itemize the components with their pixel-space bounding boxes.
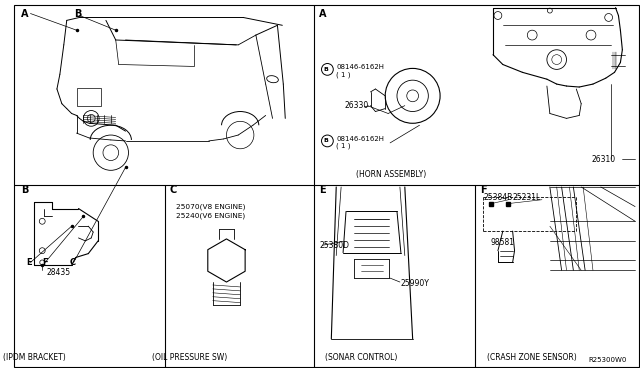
Text: A: A <box>20 9 28 19</box>
Text: 25070(V8 ENGINE): 25070(V8 ENGINE) <box>177 203 246 210</box>
Text: ( 1 ): ( 1 ) <box>336 71 351 77</box>
Text: 25990Y: 25990Y <box>401 279 430 288</box>
Text: C: C <box>70 258 76 267</box>
Text: 98581: 98581 <box>490 238 514 247</box>
Text: (CRASH ZONE SENSOR): (CRASH ZONE SENSOR) <box>487 353 577 362</box>
Text: F: F <box>42 258 48 267</box>
Text: 08146-6162H: 08146-6162H <box>336 136 384 142</box>
Text: 28435: 28435 <box>46 268 70 277</box>
Text: (SONAR CONTROL): (SONAR CONTROL) <box>324 353 397 362</box>
Text: C: C <box>170 185 177 195</box>
Text: ( 1 ): ( 1 ) <box>336 142 351 149</box>
Text: B: B <box>323 67 328 72</box>
Text: (IPDM BRACKET): (IPDM BRACKET) <box>3 353 66 362</box>
Text: 08146-6162H: 08146-6162H <box>336 64 384 70</box>
Text: R25300W0: R25300W0 <box>588 357 627 363</box>
Text: E: E <box>26 258 32 267</box>
Text: B: B <box>323 138 328 144</box>
Text: 25380D: 25380D <box>319 241 349 250</box>
Text: B: B <box>20 185 28 195</box>
Text: (HORN ASSEMBLY): (HORN ASSEMBLY) <box>356 170 426 179</box>
Text: E: E <box>319 185 326 195</box>
Text: (OIL PRESSURE SW): (OIL PRESSURE SW) <box>152 353 227 362</box>
Text: 26310: 26310 <box>591 155 615 164</box>
Text: 25231L: 25231L <box>513 193 541 202</box>
Text: A: A <box>319 9 326 19</box>
Text: F: F <box>480 185 487 195</box>
Bar <box>77 88 101 106</box>
Text: 25240(V6 ENGINE): 25240(V6 ENGINE) <box>177 212 246 219</box>
Text: 25384B: 25384B <box>483 193 513 202</box>
Text: B: B <box>75 9 82 19</box>
Text: 26330: 26330 <box>344 101 368 110</box>
